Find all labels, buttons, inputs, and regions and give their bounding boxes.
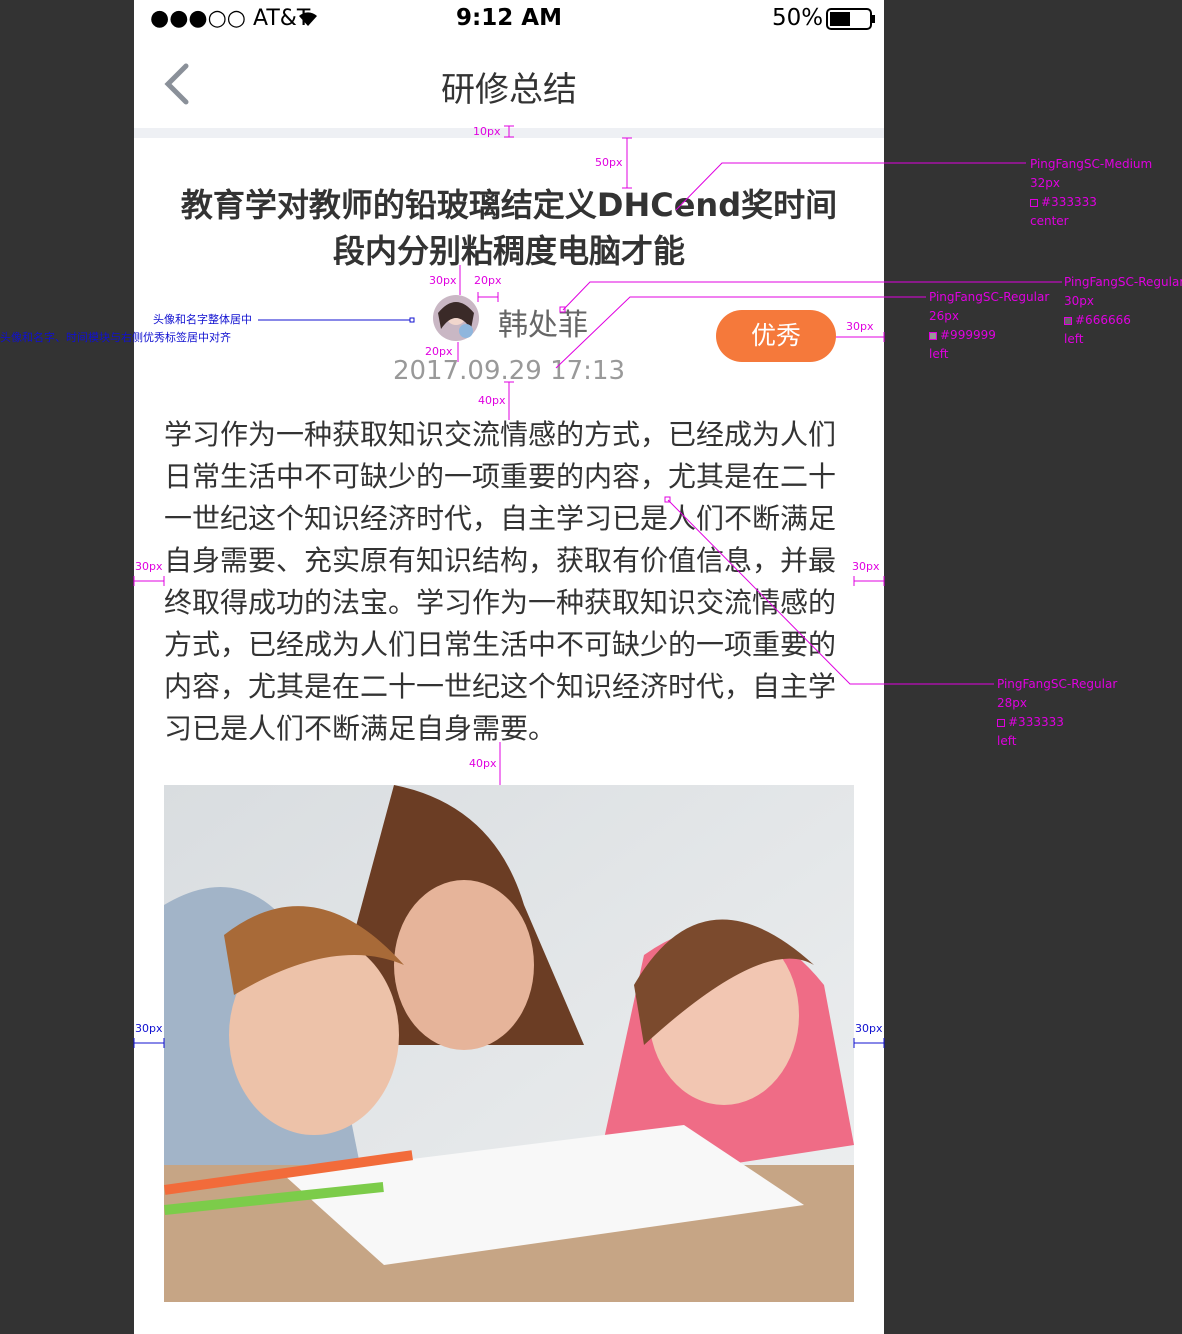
article-body: 学习作为一种获取知识交流情感的方式，已经成为人们日常生活中不可缺少的一项重要的内… [164,418,837,745]
spec-align: center [1030,214,1069,228]
spec-color-text: #999999 [940,328,996,342]
font-spec: PingFangSC-Regular 30px #666666 left [1064,273,1182,349]
spacing-label: 20px [425,345,453,358]
article-title: 教育学对教师的铅玻璃结定义DHCend奖时间段内分别粘稠度电脑才能 [180,186,838,270]
publish-date: 2017.09.29 17:13 [392,356,626,386]
spacing-label: 40px [478,394,506,407]
font-spec: PingFangSC-Regular 26px #999999 left [929,288,1049,364]
battery-percent: 50% [772,5,824,31]
spacing-label: 30px [135,560,163,573]
spacing-label: 50px [595,156,623,169]
spec-color-text: #333333 [1041,195,1097,209]
battery-icon [826,8,875,30]
spacing-label: 40px [469,757,497,770]
spec-align: left [1064,332,1084,346]
font-spec: PingFangSC-Medium 32px #333333 center [1030,155,1152,231]
spec-color: #666666 [1064,311,1182,330]
nav-title: 研修总结 [441,70,577,110]
spec-font: PingFangSC-Regular [997,677,1118,691]
avatar [433,295,479,341]
spec-color-text: #333333 [1008,715,1064,729]
spec-color: #333333 [997,713,1117,732]
spec-font: PingFangSC-Regular [1064,275,1182,289]
spec-font: PingFangSC-Medium [1030,157,1153,171]
spacing-label: 30px [429,274,457,287]
spacing-label: 30px [852,560,880,573]
spec-size: 30px [1064,294,1094,308]
article-photo [164,785,854,1302]
spec-color-text: #666666 [1075,313,1131,327]
back-button[interactable] [160,62,194,108]
wifi-icon [299,12,317,26]
spacing-label: 10px [473,125,501,138]
spec-color: #333333 [1030,193,1152,212]
clock: 9:12 AM [456,5,562,31]
spec-align: left [929,347,949,361]
author-name: 韩处菲 [498,308,588,343]
badge: 优秀 [716,310,836,362]
spec-size: 26px [929,309,959,323]
note: 头像和名字整体居中 [153,313,252,326]
font-spec: PingFangSC-Regular 28px #333333 left [997,675,1117,751]
spec-font: PingFangSC-Regular [929,290,1050,304]
spec-align: left [997,734,1017,748]
spec-color: #999999 [929,326,1049,345]
note: 头像和名字、时间模块与右侧优秀标签居中对齐 [0,331,231,344]
spec-size: 32px [1030,176,1060,190]
spacing-label: 30px [846,320,874,333]
spacing-label: 20px [474,274,502,287]
spacing-label: 30px [855,1022,883,1035]
spacing-label: 30px [135,1022,163,1035]
carrier: ●●●○○ AT&T [150,6,311,31]
spec-size: 28px [997,696,1027,710]
